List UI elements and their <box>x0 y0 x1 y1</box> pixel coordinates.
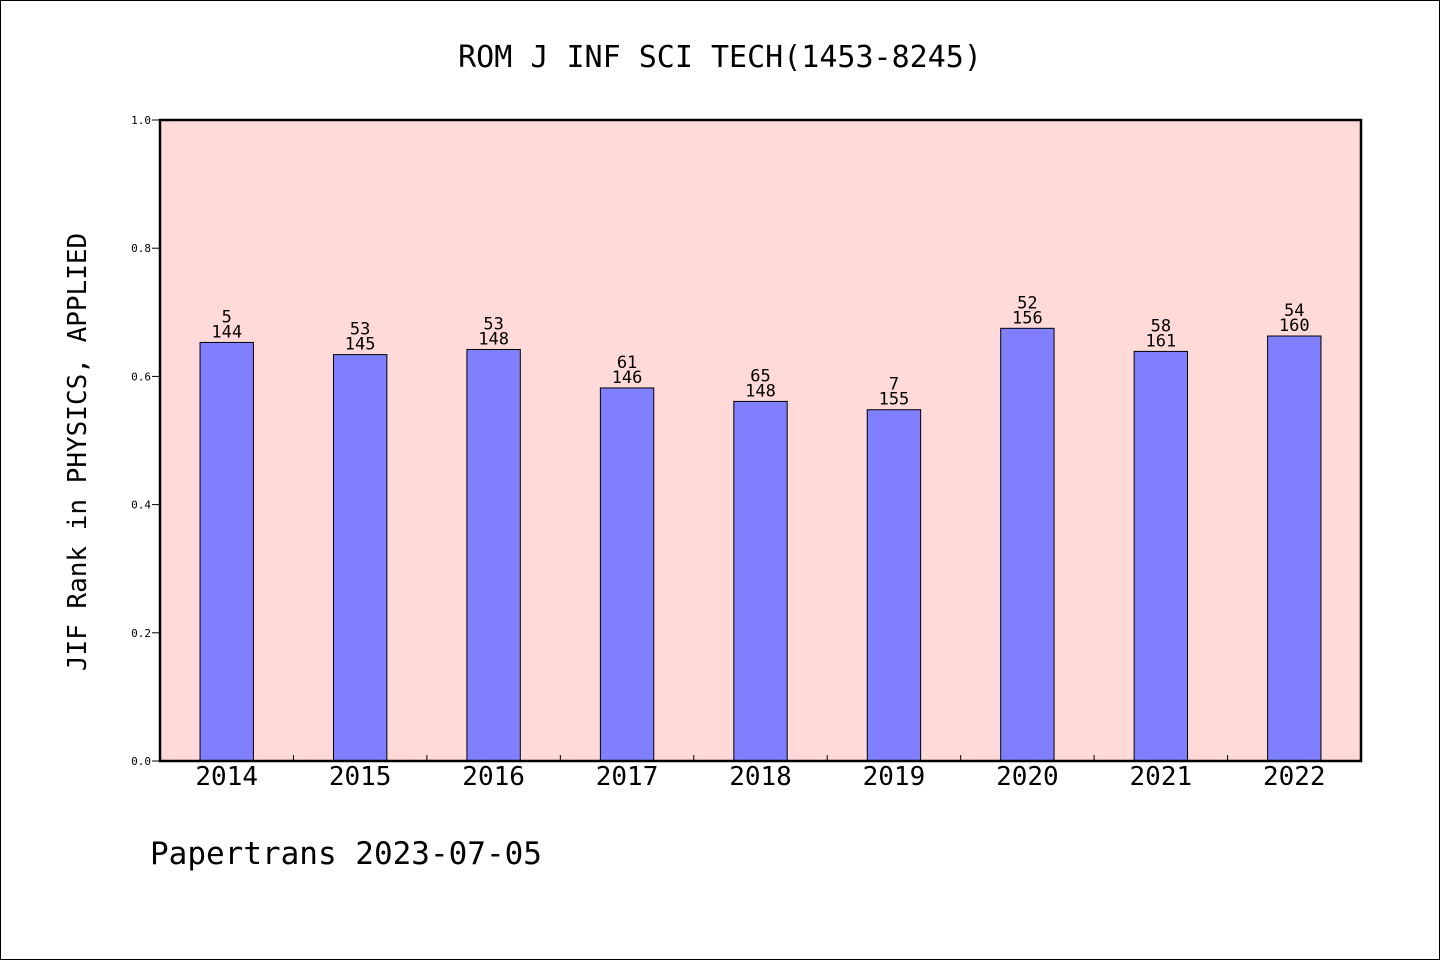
x-tick-label-2021: 2021 <box>1130 762 1193 792</box>
x-tick-label-2014: 2014 <box>195 762 258 792</box>
chart-title: ROM J INF SCI TECH(1453-8245) <box>458 40 982 75</box>
x-axis-ticks: 2014 2015 2016 2017 2018 2019 2020 2021 2022 <box>195 755 1326 792</box>
bar-label-rank-2015: 53 <box>350 320 370 340</box>
bar-label-rank-2016: 53 <box>483 314 503 334</box>
x-tick-label-2018: 2018 <box>729 762 792 792</box>
bar-2022 <box>1267 335 1322 762</box>
footer-watermark: Papertrans 2023-07-05 <box>150 836 542 872</box>
bar-2014 <box>199 341 254 762</box>
bar-label-total-2021: 161 <box>1145 331 1176 351</box>
x-tick-label-2017: 2017 <box>596 762 659 792</box>
bar-label-total-2020: 156 <box>1012 308 1043 328</box>
bar-label-rank-2014: 5 <box>222 307 232 327</box>
bar-2015 <box>332 354 388 762</box>
bar-label-total-2016: 148 <box>478 329 509 349</box>
x-tick-label-2019: 2019 <box>863 762 926 792</box>
bar-2016 <box>466 348 521 762</box>
bar-label-rank-2020: 52 <box>1017 293 1037 313</box>
bar-label-total-2019: 155 <box>879 390 910 410</box>
x-tick-label-2015: 2015 <box>329 762 392 792</box>
x-tick-label-2022: 2022 <box>1263 762 1326 792</box>
bars-layer <box>199 327 1322 762</box>
bar-label-total-2014: 144 <box>211 322 242 342</box>
bar-label-total-2015: 145 <box>345 335 376 355</box>
bar-label-rank-2021: 58 <box>1151 316 1171 336</box>
bar-label-total-2018: 148 <box>745 381 776 401</box>
bar-label-rank-2018: 65 <box>750 366 770 386</box>
y-tick-label-0.8: 0.8 <box>131 242 151 255</box>
x-tick-label-2016: 2016 <box>462 762 525 792</box>
bar-2018 <box>733 400 788 762</box>
bar-2021 <box>1133 350 1189 762</box>
bar-label-rank-2017: 61 <box>617 353 637 373</box>
y-tick-label-1.0: 1.0 <box>131 114 151 127</box>
bar-label-rank-2022: 54 <box>1284 301 1304 321</box>
x-tick-label-2020: 2020 <box>996 762 1059 792</box>
bar-2020 <box>1000 327 1055 762</box>
y-tick-label-0.4: 0.4 <box>131 499 151 512</box>
plot-border <box>158 118 1363 763</box>
y-tick-label-0.2: 0.2 <box>131 627 151 640</box>
bar-2017 <box>599 387 655 762</box>
y-axis-label: JIF Rank in PHYSICS, APPLIED <box>63 233 93 671</box>
y-tick-label-0.6: 0.6 <box>131 370 151 383</box>
bar-label-total-2022: 160 <box>1279 316 1310 336</box>
bar-label-rank-2019: 7 <box>889 375 899 395</box>
bar-2019 <box>866 409 922 762</box>
bar-label-total-2017: 146 <box>612 368 643 388</box>
y-tick-label-0.0: 0.0 <box>131 755 151 768</box>
y-axis-ticks: 0.0 0.2 0.4 0.6 0.8 1.0 <box>131 114 160 768</box>
